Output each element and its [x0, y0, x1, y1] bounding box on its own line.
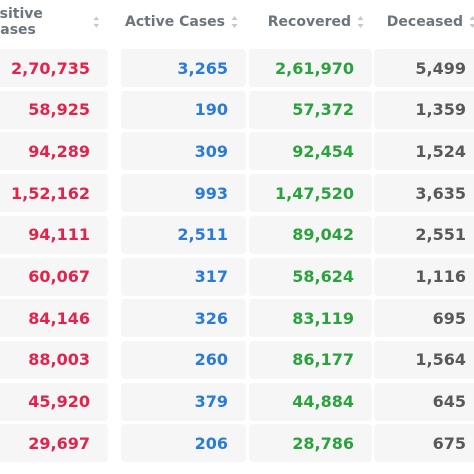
cell-text: 1,524 [415, 141, 466, 161]
table-cell: 260 [121, 340, 246, 379]
table-cell: 993 [121, 174, 246, 213]
cell-text: 58,624 [292, 267, 354, 286]
table-cell: 29,697 [0, 424, 108, 463]
column-header[interactable]: Active Cases [121, 4, 246, 40]
table-cell: 695 [374, 299, 474, 338]
table-cell: 58,925 [0, 90, 108, 129]
table-cell: 60,067 [0, 257, 108, 296]
table-cell: 89,042 [249, 215, 372, 254]
cell-text: 60,067 [28, 267, 90, 286]
table-cell: 1,524 [374, 132, 474, 171]
table-cell: 2,511 [121, 215, 246, 254]
table-cell: 1,564 [374, 340, 474, 379]
cell-text: 2,511 [177, 225, 228, 245]
cell-text: 1,47,520 [275, 183, 354, 203]
table-cell: 1,52,162 [0, 174, 108, 213]
cell-text: 675 [432, 433, 466, 453]
table-cell: 28,786 [249, 424, 372, 463]
table-cell: 206 [121, 424, 246, 463]
table-cell: 2,70,735 [0, 49, 108, 87]
table-cell: 190 [121, 90, 246, 129]
cell-text: 1,116 [415, 267, 466, 286]
cell-text: 1,359 [415, 100, 466, 120]
cell-text: 326 [194, 308, 228, 328]
table-cell: 326 [121, 299, 246, 338]
table-cell: 1,47,520 [249, 174, 372, 213]
cell-text: 5,499 [415, 58, 466, 78]
table-cell: 379 [121, 382, 246, 421]
table-cell: 88,003 [0, 340, 108, 379]
cell-text: 83,119 [292, 308, 354, 328]
table-cell: 58,624 [249, 257, 372, 296]
table-cell: 83,119 [249, 299, 372, 338]
cell-text: 1,52,162 [11, 183, 90, 203]
cell-text: 45,920 [28, 392, 90, 412]
table-cell: 3,265 [121, 49, 246, 87]
column-header[interactable]: Recovered [249, 4, 372, 40]
cell-text: 57,372 [292, 100, 354, 120]
cell-text: 3,265 [177, 58, 228, 78]
cell-text: 94,289 [28, 141, 90, 161]
cell-text: 44,884 [292, 392, 354, 412]
table-cell: 94,111 [0, 215, 108, 254]
cell-text: 29,697 [28, 433, 90, 453]
sort-icon [231, 16, 238, 28]
cell-text: 94,111 [28, 225, 90, 245]
cell-text: 190 [194, 100, 228, 120]
cell-text: Recovered [267, 14, 351, 30]
sort-icon [469, 16, 474, 28]
cell-text: 260 [194, 350, 228, 370]
cell-text: 2,70,735 [11, 58, 90, 78]
cell-text: 88,003 [28, 350, 90, 370]
cell-text: 379 [194, 392, 228, 412]
cell-text: 993 [194, 183, 228, 203]
cell-text: 2,61,970 [275, 58, 354, 78]
cell-text: Active Cases [124, 14, 225, 30]
table-cell: 2,551 [374, 215, 474, 254]
table-cell: 1,116 [374, 257, 474, 296]
table-cell: 3,635 [374, 174, 474, 213]
table-cell: 675 [374, 424, 474, 463]
cell-text: 3,635 [415, 183, 466, 203]
table-cell: 2,61,970 [249, 49, 372, 87]
sort-icon [357, 16, 364, 28]
cell-text: 89,042 [292, 225, 354, 245]
table-cell: 45,920 [0, 382, 108, 421]
table-cell: 86,177 [249, 340, 372, 379]
table-cell: 44,884 [249, 382, 372, 421]
column-header[interactable]: Deceased [374, 4, 474, 40]
cell-text: 2,551 [415, 225, 466, 245]
table-cell: 94,289 [0, 132, 108, 171]
cell-text: 206 [194, 433, 228, 453]
table-cell: 645 [374, 382, 474, 421]
table-cell: 1,359 [374, 90, 474, 129]
table-cell: 317 [121, 257, 246, 296]
sort-icon [93, 16, 100, 28]
cell-text: Deceased [386, 14, 463, 30]
cell-text: 58,925 [28, 100, 90, 120]
cell-text: 86,177 [292, 350, 354, 370]
table-cell: 92,454 [249, 132, 372, 171]
cell-text: 317 [194, 267, 228, 286]
cell-text: 1,564 [415, 350, 466, 370]
cell-text: 645 [432, 392, 466, 412]
cell-text: 695 [432, 308, 466, 328]
table-cell: 84,146 [0, 299, 108, 338]
table-cell: 309 [121, 132, 246, 171]
cell-text: 28,786 [292, 433, 354, 453]
column-header[interactable]: ositive Cases [0, 4, 108, 40]
table-cell: 57,372 [249, 90, 372, 129]
cell-text: 92,454 [292, 141, 354, 161]
cell-text: 309 [194, 141, 228, 161]
cell-text: ositive Cases [0, 6, 43, 38]
cell-text: 84,146 [28, 308, 90, 328]
table-cell: 5,499 [374, 49, 474, 87]
